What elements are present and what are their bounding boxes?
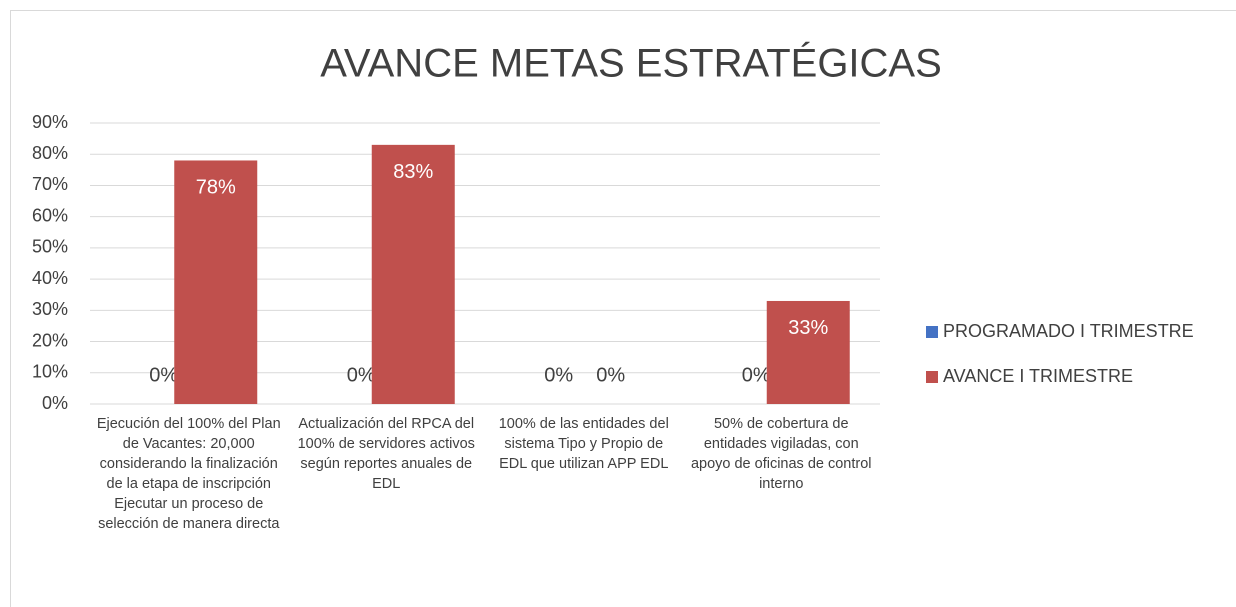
bar — [766, 300, 850, 404]
chart-title: AVANCE METAS ESTRATÉGICAS — [320, 41, 942, 86]
x-tick-label: Ejecución del 100% del Plan de Vacantes:… — [96, 416, 281, 532]
data-label: 0% — [149, 364, 178, 386]
y-tick-label: 50% — [32, 237, 68, 257]
data-label: 0% — [544, 364, 573, 386]
data-label: 33% — [788, 317, 828, 339]
data-label: 78% — [196, 177, 236, 199]
chart-border — [10, 10, 1236, 607]
y-tick-label: 20% — [32, 330, 68, 350]
legend-swatch — [926, 326, 938, 338]
legend-swatch — [926, 371, 938, 383]
data-label: 0% — [596, 364, 625, 386]
x-tick-label: Actualización del RPCA del 100% de servi… — [297, 416, 475, 492]
x-tick-label: 50% de cobertura de entidades vigiladas,… — [690, 416, 872, 492]
y-tick-label: 0% — [42, 393, 68, 413]
bar — [174, 160, 258, 404]
y-tick-label: 70% — [32, 174, 68, 194]
data-label: 0% — [742, 364, 771, 386]
y-tick-label: 60% — [32, 205, 68, 225]
y-tick-label: 30% — [32, 299, 68, 319]
y-tick-label: 80% — [32, 143, 68, 163]
legend-label: PROGRAMADO I TRIMESTRE — [943, 321, 1194, 341]
x-tick-label: 100% de las entidades del sistema Tipo y… — [498, 416, 669, 472]
legend-label: AVANCE I TRIMESTRE — [943, 366, 1133, 386]
data-label: 83% — [393, 161, 433, 183]
y-tick-label: 10% — [32, 362, 68, 382]
y-tick-label: 90% — [32, 112, 68, 132]
bar — [371, 144, 455, 404]
y-tick-label: 40% — [32, 268, 68, 288]
data-label: 0% — [347, 364, 376, 386]
